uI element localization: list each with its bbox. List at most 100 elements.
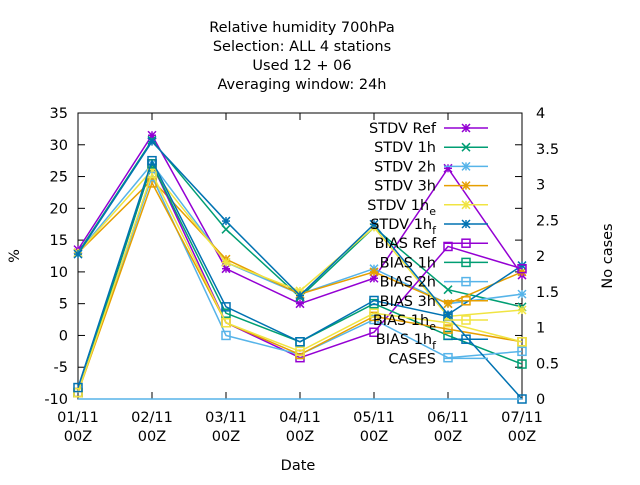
legend-label: BIAS 1he bbox=[373, 313, 436, 333]
legend-marker bbox=[461, 219, 471, 229]
data-point bbox=[73, 387, 83, 398]
legend-marker bbox=[461, 161, 471, 171]
data-point bbox=[295, 337, 305, 347]
legend-label: BIAS 1hf bbox=[376, 332, 437, 352]
data-point bbox=[517, 263, 527, 274]
chart-title: Relative humidity 700hPa Selection: ALL 4… bbox=[209, 20, 395, 93]
series-line bbox=[77, 171, 523, 393]
y2-tick-label: 1.5 bbox=[536, 285, 559, 301]
data-point bbox=[369, 327, 379, 338]
data-point bbox=[221, 317, 231, 328]
legend-item: STDV 1h bbox=[374, 140, 488, 156]
legend-marker bbox=[461, 334, 471, 344]
legend-marker bbox=[461, 181, 471, 191]
legend-item: BIAS 3h bbox=[380, 294, 488, 310]
series bbox=[73, 130, 527, 404]
y2-tick-label: 0.5 bbox=[536, 356, 559, 372]
y-tick-label: 0 bbox=[59, 328, 68, 344]
y2-tick-label: 3 bbox=[536, 178, 545, 194]
data-point bbox=[221, 224, 231, 234]
y-tick-label: -5 bbox=[54, 360, 68, 376]
data-point bbox=[147, 137, 157, 147]
legend-item: BIAS 1h bbox=[380, 255, 488, 271]
legend-label: BIAS 2h bbox=[380, 275, 436, 291]
legend-marker bbox=[461, 296, 471, 306]
data-point bbox=[443, 163, 453, 173]
legend-item: STDV 3h bbox=[374, 179, 488, 195]
x-tick-label: 07/11 00Z bbox=[501, 410, 543, 445]
legend-item: BIAS Ref bbox=[375, 236, 488, 252]
series-bias-1h-e bbox=[73, 168, 527, 398]
y2-tick-label: 1 bbox=[536, 321, 545, 337]
axes: -10 -5 0 5 10 15 20 25 30 35 0 0.5 1 1.5 2 2.5 3 3.5 4 01/1… bbox=[44, 106, 559, 445]
legend-marker bbox=[461, 276, 471, 287]
legend: STDV Ref STDV 1h STDV 2h STDV 3h STDV 1heSTD… bbox=[367, 121, 488, 367]
y2-tick-label: 0 bbox=[536, 392, 545, 408]
legend-marker bbox=[461, 200, 471, 210]
data-point bbox=[221, 257, 231, 267]
data-point bbox=[221, 216, 231, 226]
series-bias-1h-f bbox=[73, 155, 527, 404]
legend-label: CASES bbox=[388, 351, 436, 367]
y-tick-label: 25 bbox=[50, 170, 68, 186]
legend-item: STDV 1hf bbox=[370, 217, 488, 237]
legend-label: STDV 1h bbox=[374, 140, 436, 156]
data-point bbox=[443, 317, 453, 328]
legend-item: CASES bbox=[388, 351, 488, 367]
data-point bbox=[443, 285, 453, 295]
y-tick-label: 5 bbox=[59, 297, 68, 313]
title-line: Relative humidity 700hPa bbox=[209, 20, 395, 36]
data-point bbox=[73, 382, 83, 393]
data-point bbox=[517, 289, 527, 299]
series-line bbox=[77, 133, 523, 305]
y2-axis-label: No cases bbox=[600, 223, 616, 288]
series-line bbox=[77, 158, 523, 400]
legend-marker bbox=[461, 257, 471, 268]
y-tick-label: 35 bbox=[50, 106, 68, 122]
legend-label: STDV Ref bbox=[369, 121, 437, 137]
legend-item: BIAS 2h bbox=[380, 275, 488, 291]
data-point bbox=[517, 337, 527, 347]
legend-item: STDV 1he bbox=[367, 198, 488, 218]
data-point bbox=[517, 359, 527, 369]
data-point bbox=[221, 330, 231, 341]
data-point bbox=[517, 305, 527, 315]
x-tick-label: 05/11 00Z bbox=[353, 410, 395, 445]
x-tick-label: 06/11 00Z bbox=[427, 410, 469, 445]
y-tick-label: 15 bbox=[50, 233, 68, 249]
legend-item: BIAS 1he bbox=[373, 313, 488, 333]
data-point bbox=[221, 302, 231, 312]
y-tick-label: -10 bbox=[44, 392, 68, 408]
data-point bbox=[369, 308, 379, 318]
data-point bbox=[73, 249, 83, 259]
data-point bbox=[369, 295, 379, 306]
y2-tick-label: 2.5 bbox=[536, 213, 559, 229]
y-tick-label: 30 bbox=[50, 138, 68, 154]
x-tick-label: 03/11 00Z bbox=[205, 410, 247, 445]
data-point bbox=[443, 324, 453, 334]
legend-label: STDV 1hf bbox=[370, 217, 437, 237]
y2-tick-label: 3.5 bbox=[536, 142, 559, 158]
series-bias-2h bbox=[73, 171, 527, 398]
legend-marker bbox=[461, 315, 471, 325]
legend-label: BIAS 3h bbox=[380, 294, 436, 310]
data-point bbox=[369, 267, 379, 277]
legend-item: STDV 2h bbox=[374, 159, 488, 175]
data-point bbox=[517, 346, 527, 357]
data-point bbox=[295, 346, 305, 357]
legend-label: BIAS 1h bbox=[380, 255, 436, 271]
series-stdv-1h-f bbox=[73, 137, 527, 320]
y2-tick-label: 2 bbox=[536, 249, 545, 265]
legend-item: STDV Ref bbox=[369, 121, 488, 137]
title-line: Averaging window: 24h bbox=[217, 77, 386, 93]
legend-label: BIAS Ref bbox=[375, 236, 437, 252]
series-line bbox=[77, 174, 523, 393]
x-tick-label: 01/11 00Z bbox=[57, 410, 99, 445]
y-tick-label: 10 bbox=[50, 265, 68, 281]
y2-tick-label: 4 bbox=[536, 106, 545, 122]
y-axis-label: % bbox=[7, 249, 23, 263]
series-line bbox=[77, 181, 523, 393]
legend-label: STDV 3h bbox=[374, 179, 436, 195]
